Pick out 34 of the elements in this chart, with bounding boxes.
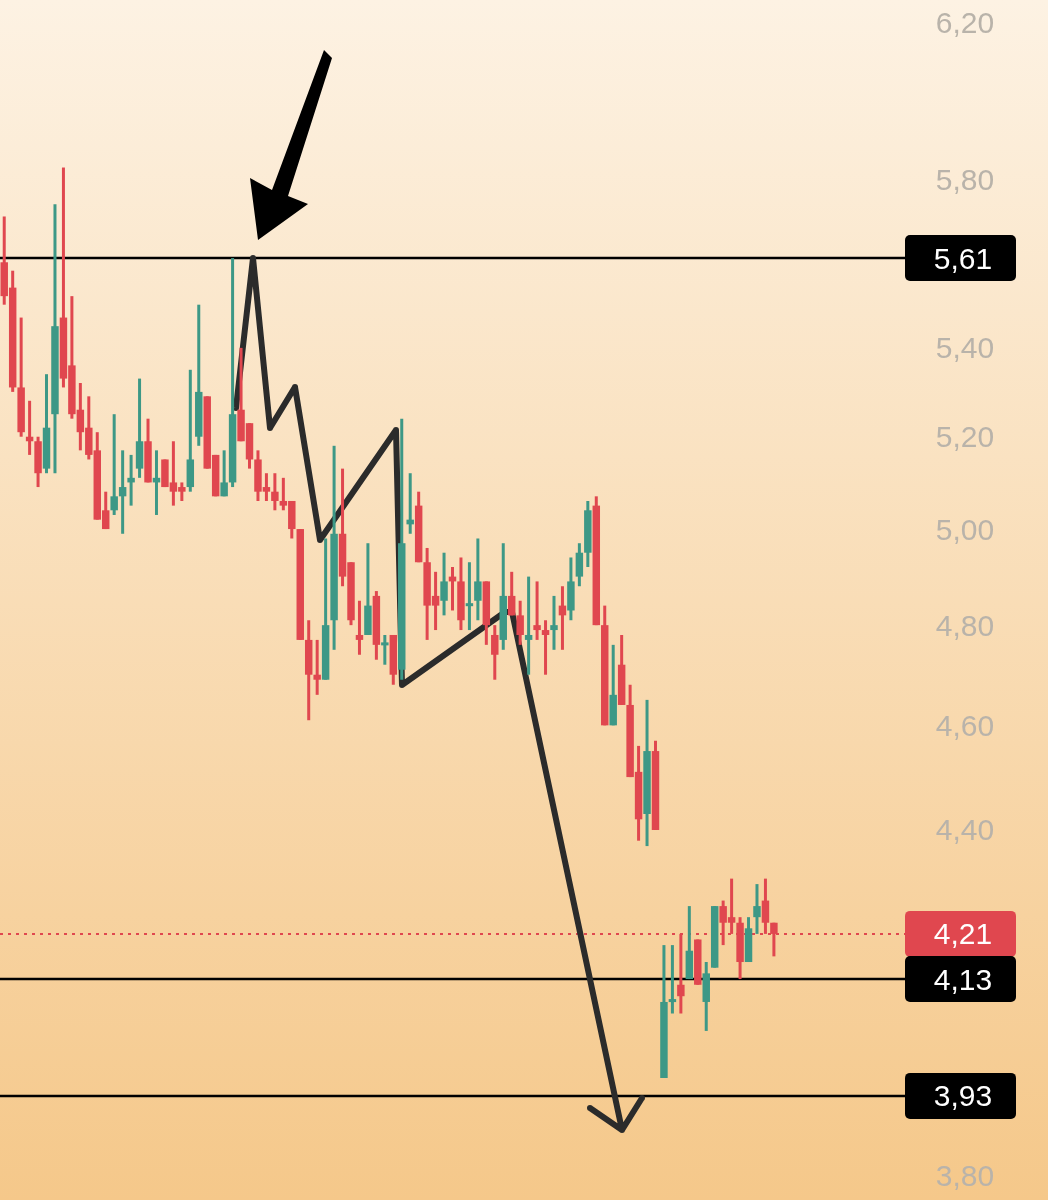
y-tick-label: 3,80 xyxy=(935,1158,995,1192)
y-tick-label: 5,00 xyxy=(935,512,995,546)
candlestick xyxy=(406,473,414,534)
candlestick xyxy=(491,625,499,680)
candlestick xyxy=(355,599,364,655)
y-tick-label: 5,40 xyxy=(935,331,995,365)
candlestick xyxy=(575,543,584,588)
candlestick xyxy=(271,473,279,511)
candlestick xyxy=(440,552,448,616)
candlestick xyxy=(474,538,482,621)
ref-line-label: 4,13 xyxy=(933,962,993,996)
y-tick-label: 6,20 xyxy=(935,6,995,40)
candlestick xyxy=(313,638,321,695)
candlestick xyxy=(541,620,550,675)
y-tick-label: 4,40 xyxy=(935,813,995,847)
candlestick xyxy=(550,594,558,650)
candlestick xyxy=(524,576,533,675)
candlestick xyxy=(668,945,677,1014)
candlestick xyxy=(110,414,118,515)
y-tick-label: 4,60 xyxy=(935,708,995,742)
candlestick xyxy=(127,453,135,506)
candlestick xyxy=(381,634,389,665)
y-tick-label: 5,20 xyxy=(935,420,995,454)
ref-line-label: 5,61 xyxy=(933,241,993,275)
candlestick xyxy=(753,884,761,934)
candlestick xyxy=(465,562,474,632)
candlestick xyxy=(118,450,127,534)
y-tick-label: 5,80 xyxy=(935,163,995,197)
candlestick xyxy=(220,450,228,497)
candlestick xyxy=(533,581,541,640)
y-tick-label: 4,80 xyxy=(935,608,995,642)
candlestick xyxy=(516,599,524,645)
ref-line-label: 4,21 xyxy=(933,917,993,951)
ref-line-label: 3,93 xyxy=(933,1079,993,1113)
